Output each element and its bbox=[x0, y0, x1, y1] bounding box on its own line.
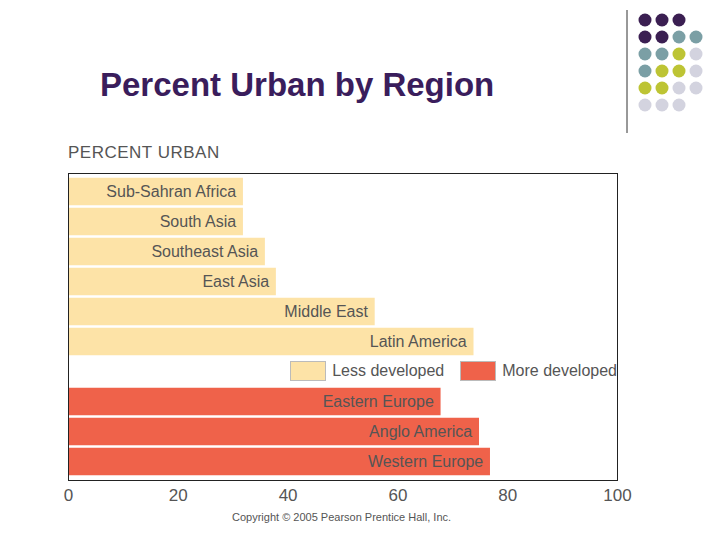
svg-text:Eastern Europe: Eastern Europe bbox=[323, 393, 434, 410]
svg-text:East Asia: East Asia bbox=[202, 273, 269, 290]
svg-text:South Asia: South Asia bbox=[160, 213, 237, 230]
svg-text:Southeast Asia: Southeast Asia bbox=[151, 243, 258, 260]
svg-text:Anglo America: Anglo America bbox=[369, 423, 472, 440]
html-text:More developed: More developed bbox=[502, 361, 617, 379]
svg-text:100: 100 bbox=[603, 486, 631, 505]
html-text:Percent Urban by Region: Percent Urban by Region bbox=[100, 66, 495, 103]
svg-text:Western Europe: Western Europe bbox=[368, 453, 483, 470]
svg-text:60: 60 bbox=[388, 486, 407, 505]
html-text:Less developed: Less developed bbox=[332, 361, 445, 379]
svg-text:20: 20 bbox=[169, 486, 188, 505]
svg-text:0: 0 bbox=[64, 486, 73, 505]
svg-text:80: 80 bbox=[498, 486, 517, 505]
html-text:Copyright © 2005 Pearson Prent: Copyright © 2005 Pearson Prentice Hall, … bbox=[232, 511, 452, 523]
svg-text:Sub-Sahran Africa: Sub-Sahran Africa bbox=[106, 183, 236, 200]
svg-text:Middle East: Middle East bbox=[284, 303, 368, 320]
html-text:PERCENT URBAN: PERCENT URBAN bbox=[68, 143, 220, 162]
svg-text:40: 40 bbox=[279, 486, 298, 505]
svg-text:Latin America: Latin America bbox=[370, 333, 467, 350]
